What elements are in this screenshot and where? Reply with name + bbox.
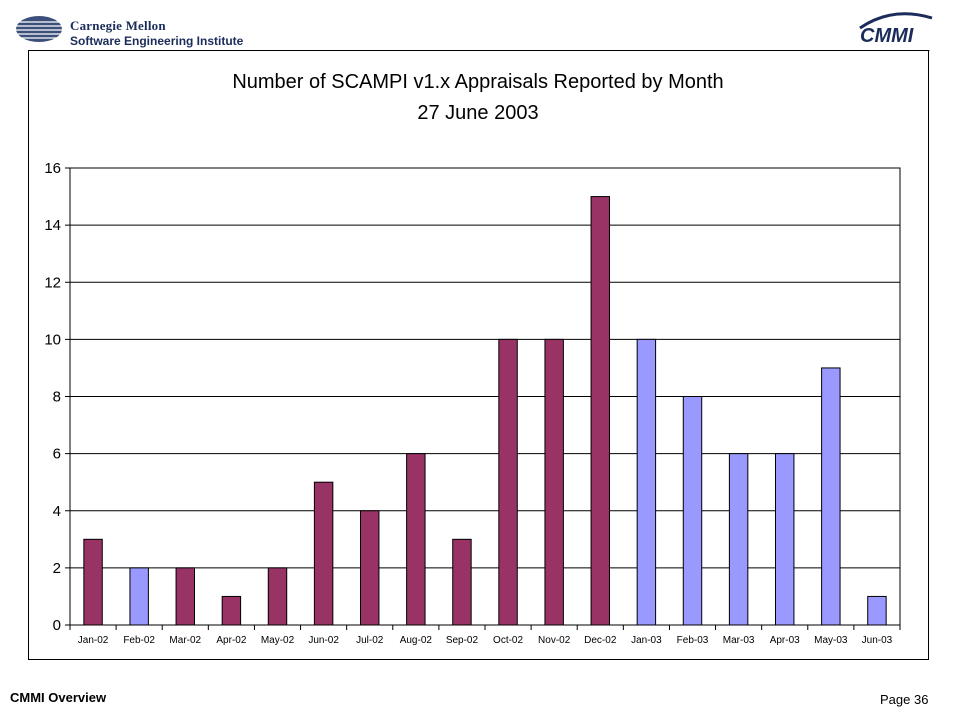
footer-section-title: CMMI Overview [10, 690, 107, 705]
y-tick-label: 12 [44, 274, 61, 291]
cmmi-logo: CMMI [859, 12, 933, 47]
x-tick-label: May-02 [261, 635, 295, 646]
x-tick-label: Sep-02 [446, 635, 479, 646]
chart-frame: Number of SCAMPI v1.x Appraisals Reporte… [28, 50, 929, 660]
bar-apr-03 [775, 453, 795, 626]
bar-aug-02 [406, 453, 426, 626]
x-tick-label: Jan-02 [78, 635, 109, 646]
chart-title: Number of SCAMPI v1.x Appraisals Reporte… [232, 71, 723, 93]
sei-globe-logo-icon [16, 16, 62, 42]
x-tick-label: Jun-03 [862, 635, 893, 646]
y-tick-label: 14 [44, 217, 61, 234]
y-tick-label: 16 [44, 160, 61, 177]
x-tick-label: Apr-02 [216, 635, 246, 646]
gridlines [70, 224, 900, 569]
y-tick-label: 2 [53, 560, 61, 577]
y-tick-label: 8 [53, 389, 61, 406]
x-tick-label: Oct-02 [493, 635, 523, 646]
x-tick-label: Jan-03 [631, 635, 662, 646]
bar-feb-03 [682, 396, 703, 626]
x-tick-label: Feb-03 [677, 635, 709, 646]
x-tick-label: Nov-02 [538, 635, 571, 646]
bar-dec-02 [590, 196, 610, 626]
y-tick-label: 6 [53, 446, 61, 463]
y-tick-label: 10 [44, 331, 61, 348]
bar-sep-02 [452, 538, 472, 626]
x-tick-label: Mar-03 [723, 635, 755, 646]
y-tick-label: 4 [53, 503, 61, 520]
y-axis-ticks: 0 2 4 6 8 10 12 14 16 [44, 160, 70, 634]
page-number: Page 36 [880, 692, 929, 707]
x-tick-label: Jul-02 [356, 635, 384, 646]
x-axis-ticks: Jan-02 Feb-02 Mar-02 Apr-02 May-02 Jun-02 Jul-… [69, 625, 901, 646]
bar-jun-02 [313, 481, 334, 626]
chart-subtitle: 27 June 2003 [417, 102, 538, 124]
bar-jan-02 [83, 538, 103, 626]
bar-jan-03 [636, 338, 657, 626]
x-tick-label: Mar-02 [169, 635, 201, 646]
x-tick-label: Aug-02 [400, 635, 433, 646]
org-name: Carnegie Mellon [70, 18, 166, 33]
bar-feb-02 [129, 567, 149, 626]
x-tick-label: Jun-02 [308, 635, 339, 646]
x-tick-label: Apr-03 [770, 635, 800, 646]
bar-oct-02 [498, 338, 518, 626]
x-tick-label: May-03 [814, 635, 848, 646]
bars [83, 196, 887, 626]
y-tick-label: 0 [53, 617, 61, 634]
bar-may-02 [267, 567, 288, 626]
bar-apr-02 [221, 595, 242, 626]
bar-mar-03 [728, 453, 749, 626]
bar-may-03 [821, 367, 841, 626]
bar-chart: Number of SCAMPI v1.x Appraisals Reporte… [44, 71, 901, 646]
org-subname: Software Engineering Institute [70, 34, 244, 48]
x-tick-label: Dec-02 [584, 635, 617, 646]
bar-mar-02 [175, 567, 196, 626]
bar-jul-02 [360, 510, 380, 626]
bar-jun-03 [867, 595, 887, 626]
bar-nov-02 [544, 338, 564, 626]
x-tick-label: Feb-02 [123, 635, 155, 646]
cmmi-logo-text: CMMI [860, 25, 914, 47]
